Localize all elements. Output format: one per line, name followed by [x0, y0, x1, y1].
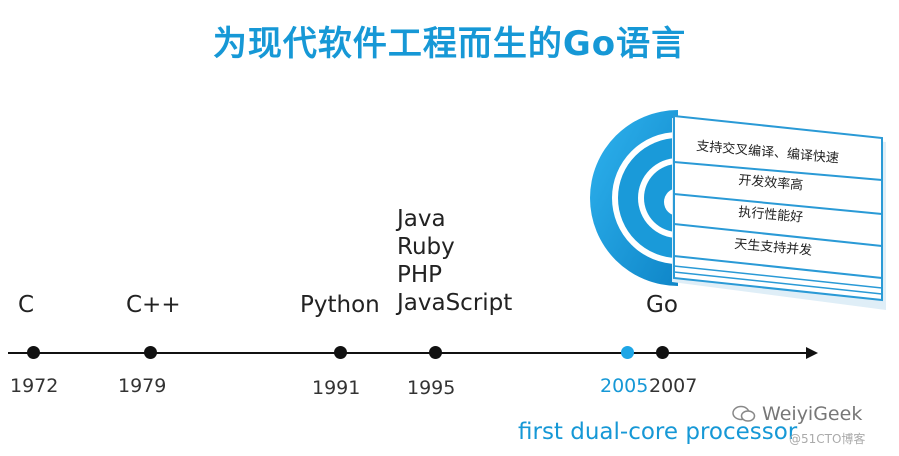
feature-4: 天生支持并发: [734, 236, 813, 259]
lang-go: Go: [646, 292, 678, 318]
year-1995: 1995: [407, 377, 456, 399]
lang-ruby: Ruby: [397, 234, 455, 260]
timeline-dot-1972: [27, 346, 40, 359]
year-2007: 2007: [649, 375, 698, 397]
timeline-dot-1979: [144, 346, 157, 359]
lang-cpp: C++: [126, 292, 181, 318]
feature-2: 开发效率高: [738, 172, 804, 194]
arc-ring-2-fill: [644, 164, 678, 232]
year-1991: 1991: [312, 377, 361, 399]
feature-3: 执行性能好: [738, 205, 804, 226]
timeline-dot-2007: [656, 346, 669, 359]
lang-java: Java: [397, 206, 446, 232]
timeline-dot-2005: [621, 346, 634, 359]
timeline-dot-1991: [334, 346, 347, 359]
year-1979: 1979: [118, 375, 167, 397]
year-1972: 1972: [10, 375, 59, 397]
wechat-icon: [732, 405, 756, 423]
go-features-graphic: 支持交叉编译、编译快速 开发效率高 执行性能好 天生支持并发: [590, 110, 886, 310]
watermark: WeiyiGeek: [732, 402, 862, 425]
lang-python: Python: [300, 292, 380, 318]
dual-core-note: first dual-core processor: [518, 419, 798, 445]
slide-title: 为现代软件工程而生的Go语言: [212, 24, 687, 64]
year-2005: 2005: [600, 375, 649, 397]
lang-c: C: [18, 292, 35, 318]
lang-php: PHP: [397, 262, 443, 288]
lang-javascript: JavaScript: [397, 290, 513, 316]
watermark-name: WeiyiGeek: [762, 403, 863, 425]
timeline-arrowhead: [806, 347, 818, 359]
timeline-axis: [8, 352, 808, 354]
lang-group-1995: Java Ruby PHP JavaScript: [397, 205, 512, 317]
timeline-dot-1995: [429, 346, 442, 359]
watermark-sub: @51CTO博客: [789, 432, 866, 446]
